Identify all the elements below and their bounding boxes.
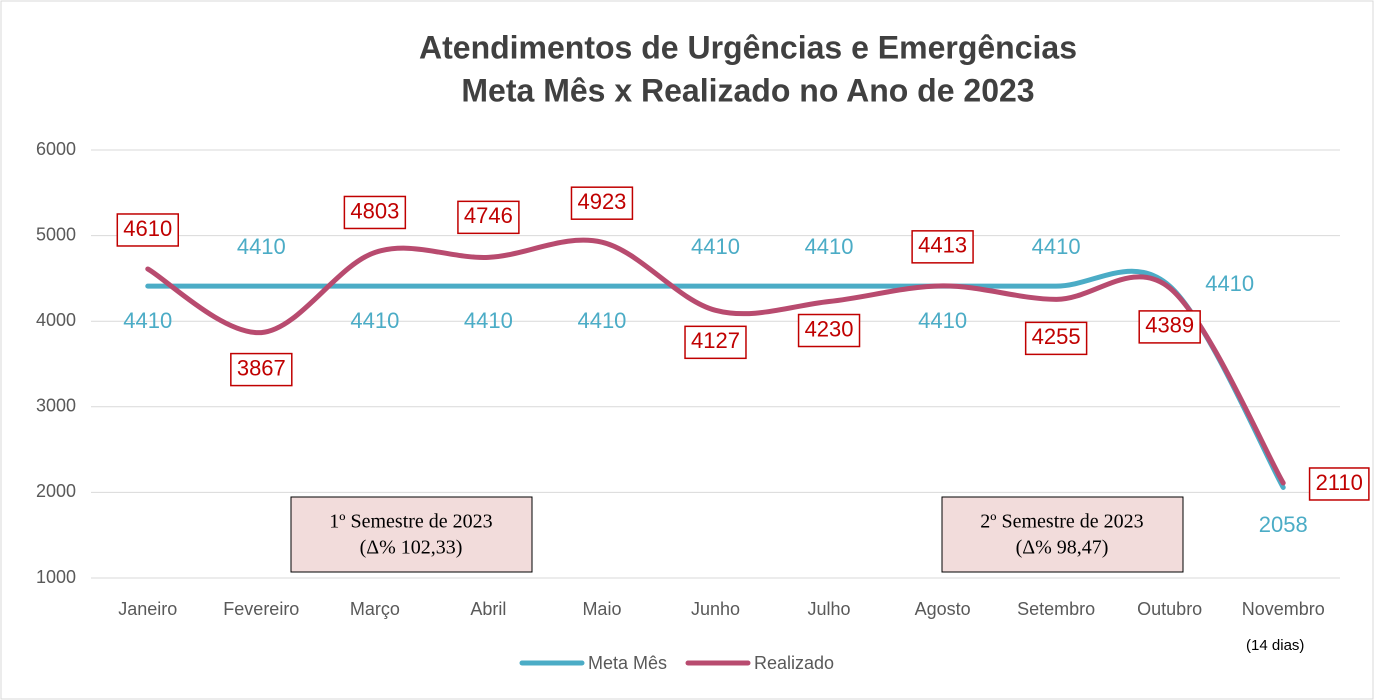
data-label: 4923 xyxy=(577,189,626,214)
data-label: 4410 xyxy=(1205,271,1254,296)
data-label-box xyxy=(1024,321,1088,356)
data-label: 4127 xyxy=(691,328,740,353)
data-label: 4410 xyxy=(350,308,399,333)
x-tick-label: Outubro xyxy=(1137,599,1202,619)
x-tick-label: Janeiro xyxy=(118,599,177,619)
annotation-box xyxy=(941,496,1184,573)
chart-subtitle: Meta Mês x Realizado no Ano de 2023 xyxy=(461,72,1034,108)
series-line xyxy=(145,268,1286,490)
data-label-box xyxy=(1138,310,1201,344)
data-label: 4746 xyxy=(464,203,513,228)
x-tick-label: Setembro xyxy=(1017,599,1095,619)
data-label: 2110 xyxy=(1316,470,1363,495)
category-note: (14 dias) xyxy=(1246,637,1304,654)
x-tick-label: Agosto xyxy=(915,599,971,619)
x-tick-label: Maio xyxy=(582,599,621,619)
data-label-box xyxy=(911,230,974,264)
data-label: 4610 xyxy=(123,216,172,241)
data-label: 4413 xyxy=(918,233,967,258)
data-label: 4255 xyxy=(1032,324,1081,349)
data-label: 4410 xyxy=(691,234,740,259)
data-label: 2058 xyxy=(1259,512,1308,537)
data-label: 4803 xyxy=(350,198,399,223)
data-label: 4410 xyxy=(805,234,854,259)
annotation-text: (Δ% 102,33) xyxy=(360,537,463,559)
data-label-box xyxy=(684,325,747,360)
data-label: 4410 xyxy=(918,308,967,333)
data-label: 4389 xyxy=(1145,313,1194,338)
x-tick-label: Fevereiro xyxy=(223,599,299,619)
annotation-box xyxy=(290,496,533,573)
data-label-box xyxy=(116,213,179,247)
legend-label: Meta Mês xyxy=(588,653,667,673)
data-label-box xyxy=(457,200,520,235)
data-label: 4410 xyxy=(464,308,513,333)
data-label: 4410 xyxy=(237,234,286,259)
x-tick-label: Junho xyxy=(691,599,740,619)
annotation-text: 1º Semestre de 2023 xyxy=(329,511,492,533)
legend-label: Realizado xyxy=(754,653,834,673)
y-tick-label: 6000 xyxy=(36,139,76,159)
annotation-text: (Δ% 98,47) xyxy=(1016,537,1109,559)
y-tick-label: 4000 xyxy=(36,310,76,330)
data-label: 4410 xyxy=(1032,234,1081,259)
data-label: 4410 xyxy=(577,308,626,333)
y-tick-label: 5000 xyxy=(36,224,76,244)
data-label-box xyxy=(343,195,407,230)
x-tick-label: Abril xyxy=(470,599,506,619)
y-tick-label: 2000 xyxy=(36,481,76,501)
x-tick-label: Novembro xyxy=(1242,599,1325,619)
x-tick-label: Março xyxy=(350,599,400,619)
y-tick-label: 3000 xyxy=(36,396,76,416)
y-tick-label: 1000 xyxy=(36,567,76,587)
data-label: 3867 xyxy=(237,355,286,380)
annotation-text: 2º Semestre de 2023 xyxy=(980,511,1143,533)
data-label-box xyxy=(1308,467,1370,501)
data-label-box xyxy=(230,352,293,387)
data-label-box xyxy=(797,313,861,348)
x-tick-label: Julho xyxy=(808,599,851,619)
series-line xyxy=(145,237,1286,486)
data-label: 4410 xyxy=(123,308,172,333)
data-label-box xyxy=(570,186,634,220)
data-label: 4230 xyxy=(805,316,854,341)
chart-title: Atendimentos de Urgências e Emergências xyxy=(419,29,1077,65)
